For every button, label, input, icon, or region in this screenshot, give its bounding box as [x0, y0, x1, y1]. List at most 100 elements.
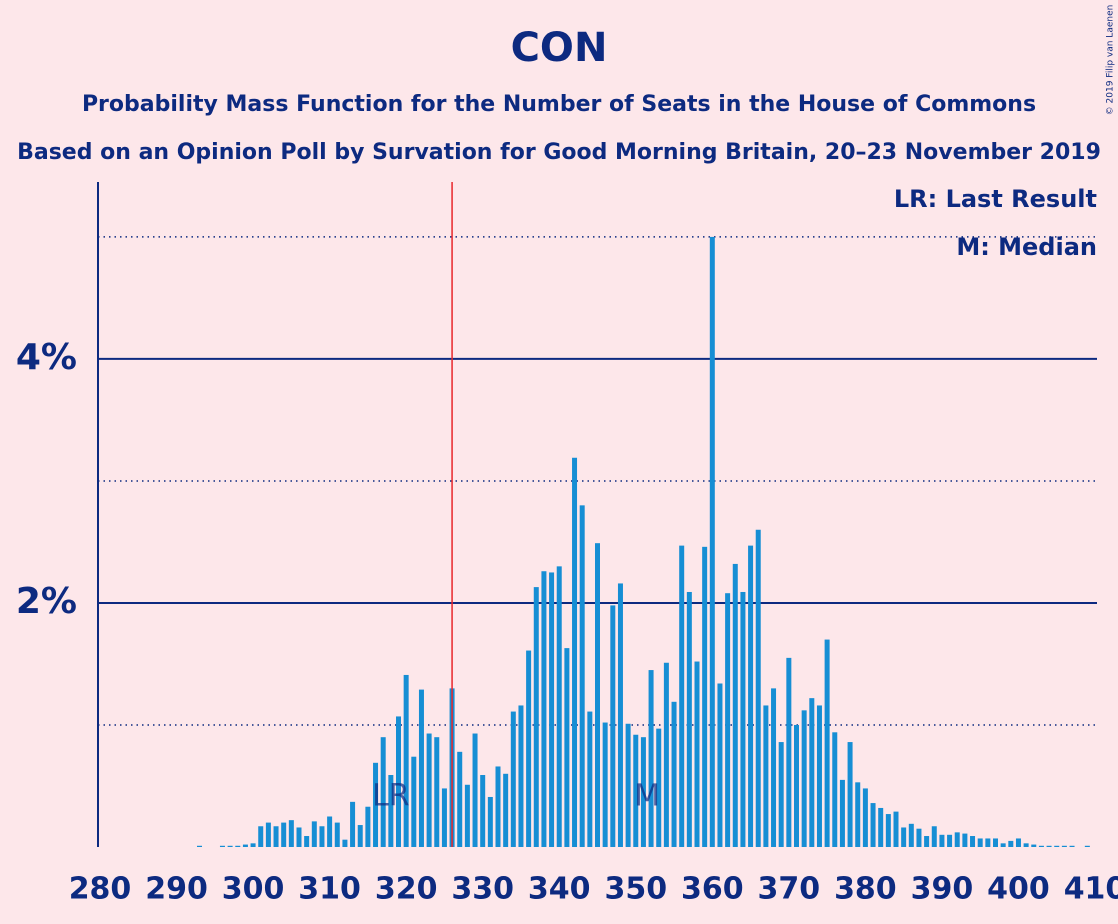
- x-tick-label: 290: [145, 872, 208, 907]
- bar: [288, 820, 294, 847]
- bar: [878, 807, 884, 847]
- bar: [1054, 845, 1060, 847]
- bar: [602, 722, 608, 847]
- bar: [748, 545, 754, 847]
- bar: [901, 827, 907, 847]
- bar: [1031, 844, 1037, 847]
- bar: [357, 825, 363, 847]
- bar: [809, 698, 815, 847]
- bar: [740, 591, 746, 847]
- bar: [396, 716, 401, 847]
- bar: [725, 593, 731, 847]
- bar: [1069, 845, 1075, 847]
- y-tick-label: 4%: [16, 337, 77, 378]
- bar: [418, 689, 424, 847]
- bar: [1015, 838, 1021, 847]
- x-tick-label: 340: [528, 872, 591, 907]
- bar: [350, 801, 356, 847]
- bar: [832, 732, 838, 847]
- bar: [870, 803, 876, 847]
- x-tick-label: 390: [911, 872, 974, 907]
- bar: [801, 710, 807, 847]
- bar: [924, 836, 930, 847]
- bar: [380, 737, 386, 847]
- bar: [495, 766, 501, 847]
- bar: [281, 822, 287, 847]
- bar: [1000, 843, 1006, 847]
- bar: [587, 711, 593, 847]
- bar: [939, 834, 945, 847]
- median-marker: M: [634, 779, 660, 814]
- bar: [1038, 845, 1044, 847]
- x-tick-label: 410: [1064, 872, 1118, 907]
- bar: [885, 814, 891, 847]
- bar: [572, 457, 578, 847]
- chart-subtitle: Based on an Opinion Poll by Survation fo…: [17, 140, 1101, 165]
- bar: [663, 662, 669, 847]
- bar: [595, 543, 600, 847]
- bar: [977, 838, 983, 847]
- bar: [334, 822, 340, 847]
- bar: [610, 605, 616, 847]
- bar: [1008, 840, 1014, 847]
- chart-subtitle: Probability Mass Function for the Number…: [82, 92, 1036, 117]
- bar: [373, 762, 379, 847]
- bar: [579, 505, 585, 847]
- bar: [273, 826, 279, 847]
- x-tick-label: 310: [298, 872, 361, 907]
- bar: [717, 683, 723, 847]
- bar: [319, 826, 325, 847]
- bar: [679, 545, 685, 847]
- bar: [916, 828, 922, 847]
- bar: [755, 529, 761, 847]
- legend-entry: LR: Last Result: [894, 185, 1097, 213]
- bar: [242, 844, 248, 847]
- x-tick-label: 330: [451, 872, 514, 907]
- bar: [327, 816, 333, 847]
- x-tick-label: 380: [834, 872, 897, 907]
- bar: [709, 236, 715, 847]
- bar: [862, 788, 868, 847]
- bar: [947, 834, 953, 847]
- bar: [824, 639, 830, 847]
- y-tick-label: 2%: [16, 581, 77, 622]
- bar: [304, 836, 310, 847]
- bar: [931, 826, 937, 847]
- bar: [985, 838, 991, 847]
- bar: [487, 796, 493, 847]
- bar: [855, 782, 861, 847]
- bar: [694, 661, 700, 847]
- bar: [625, 723, 631, 847]
- bar: [296, 827, 302, 847]
- bar: [847, 742, 853, 847]
- bar: [1023, 843, 1029, 847]
- bar: [671, 701, 677, 847]
- bar: [235, 845, 241, 847]
- x-tick-label: 400: [987, 872, 1050, 907]
- bar: [970, 836, 976, 847]
- bar: [816, 705, 822, 847]
- bar: [771, 688, 777, 847]
- bar: [342, 839, 348, 847]
- bar: [464, 784, 470, 847]
- bar: [434, 737, 440, 847]
- copyright: © 2019 Filip van Laenen: [1106, 5, 1116, 116]
- bar: [411, 756, 417, 847]
- x-tick-label: 350: [604, 872, 667, 907]
- bar: [457, 751, 463, 847]
- x-tick-label: 280: [69, 872, 132, 907]
- bar: [778, 742, 784, 847]
- bar: [732, 563, 738, 847]
- bar: [227, 845, 233, 847]
- bar: [472, 733, 478, 847]
- bar: [640, 737, 646, 847]
- bar: [954, 832, 960, 847]
- chart-title: CON: [511, 25, 608, 71]
- bar: [1046, 845, 1052, 847]
- legend-entry: M: Median: [956, 233, 1097, 261]
- bar: [480, 775, 486, 847]
- bar: [403, 674, 409, 847]
- bar: [533, 587, 539, 847]
- bar: [648, 670, 654, 847]
